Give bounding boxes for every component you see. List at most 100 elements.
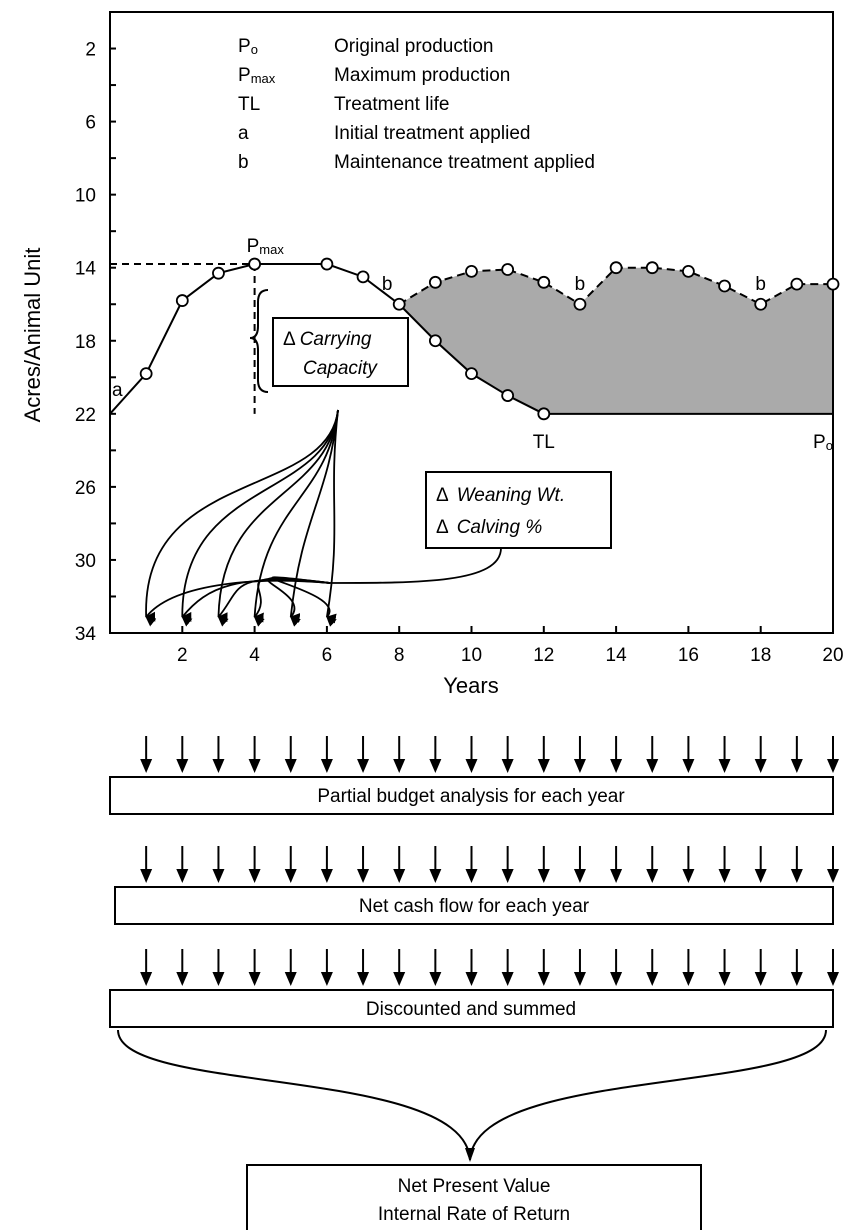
maintenance-point — [501, 263, 515, 276]
year-arrowhead — [827, 972, 839, 986]
year-arrowhead — [537, 972, 550, 986]
year-arrowhead — [393, 759, 406, 773]
initial-point — [428, 334, 442, 348]
year-arrowhead — [248, 972, 261, 986]
year-arrowhead — [754, 972, 767, 986]
maintenance-point — [826, 277, 840, 291]
fan-arrow-from-axis — [325, 409, 339, 624]
x-tick-label: 10 — [461, 645, 482, 666]
initial-point — [501, 389, 515, 402]
initial-point — [139, 367, 153, 381]
year-arrowhead — [646, 869, 659, 883]
year-arrowhead — [176, 759, 189, 773]
legend-entry: Po Original production — [238, 36, 493, 57]
year-arrowhead — [682, 759, 695, 773]
year-arrowhead — [393, 972, 406, 986]
fan-arrows — [145, 409, 502, 627]
initial-point — [537, 407, 551, 421]
flow-box — [114, 886, 834, 925]
x-tick-label: 6 — [322, 645, 333, 666]
y-tick-label: 14 — [75, 259, 97, 280]
maintenance-point — [573, 297, 587, 311]
legend-entry: a Initial treatment applied — [238, 123, 530, 144]
year-arrowhead — [827, 759, 839, 773]
year-arrowhead — [718, 869, 731, 883]
flow-diagram: Partial budget analysis for each year Ne… — [109, 736, 839, 1230]
year-arrowhead — [176, 972, 189, 986]
y-axis-title: Acres/Animal Unit — [20, 248, 45, 423]
maintenance-point — [790, 277, 804, 291]
flow-box-label: Partial budget analysis for each year — [317, 786, 625, 807]
legend-text: Maintenance treatment applied — [334, 152, 595, 173]
pmax-label: Pmax — [247, 236, 285, 257]
marker-layer — [139, 257, 840, 421]
legend-entry: Pmax Maximum production — [238, 65, 510, 86]
year-arrowhead — [790, 869, 803, 883]
year-arrowhead — [718, 759, 731, 773]
initial-point — [392, 297, 406, 311]
year-arrowhead — [357, 759, 370, 773]
legend-symbol: a — [238, 123, 249, 144]
year-arrowhead — [429, 759, 442, 773]
year-arrowhead — [357, 869, 370, 883]
x-tick-label: 16 — [678, 645, 699, 666]
weaning-callout: Δ Weaning Wt. Δ Calving % — [425, 471, 612, 549]
year-arrowhead — [573, 759, 586, 773]
maintenance-point — [645, 261, 659, 275]
fan-arrow-from-axis — [253, 409, 339, 623]
y-tick-label: 34 — [75, 624, 97, 645]
initial-point — [212, 266, 225, 280]
year-arrowhead — [682, 869, 695, 883]
legend-symbol: Po — [238, 36, 258, 57]
original-production-label: Po — [813, 432, 833, 453]
initial-point — [356, 270, 370, 284]
flow-row: Net cash flow for each year — [114, 846, 839, 925]
calving-label: Δ Calving % — [436, 517, 542, 538]
y-tick-label: 30 — [75, 551, 96, 572]
year-arrowhead — [501, 869, 514, 883]
maintenance-point — [465, 264, 478, 278]
year-arrowhead — [320, 759, 333, 773]
y-tick-label: 18 — [75, 332, 96, 353]
fan-arrow-from-weaning — [271, 576, 337, 627]
fan-arrow-from-weaning — [267, 577, 331, 627]
initial-point — [175, 294, 189, 307]
legend-entry: TL Treatment life — [238, 94, 449, 115]
legend-text: Treatment life — [334, 94, 449, 115]
x-tick-label: 18 — [750, 645, 771, 666]
year-arrowhead — [465, 869, 478, 883]
fan-arrow-from-axis — [145, 409, 339, 622]
year-arrowhead — [646, 972, 659, 986]
year-arrowhead — [320, 869, 333, 883]
maintenance-label: b — [575, 274, 586, 295]
x-tick-label: 20 — [822, 645, 843, 666]
maintenance-label: b — [382, 274, 393, 295]
flow-box — [109, 776, 834, 815]
legend-text: Maximum production — [334, 65, 510, 86]
point-annotations: a Pmax b b b TL Po — [112, 236, 833, 453]
x-tick-label: 8 — [394, 645, 405, 666]
y-tick-label: 2 — [85, 40, 96, 61]
x-tick-label: 12 — [533, 645, 554, 666]
x-tick-label: 14 — [606, 645, 628, 666]
year-arrowhead — [501, 759, 514, 773]
year-arrowhead — [212, 759, 225, 773]
weaning-box — [425, 471, 612, 549]
carrying-capacity-callout: Δ Carrying Capacity — [249, 289, 409, 393]
year-arrowhead — [320, 972, 333, 986]
year-arrowhead — [754, 759, 767, 773]
npv-label: Net Present Value — [398, 1176, 551, 1197]
year-arrowhead — [573, 869, 586, 883]
year-arrowhead — [646, 759, 659, 773]
fan-arrow-from-weaning — [145, 579, 331, 627]
year-arrowhead — [248, 759, 261, 773]
x-tick-label: 4 — [249, 645, 260, 666]
legend-symbol: b — [238, 152, 249, 173]
flow-box-label: Discounted and summed — [366, 999, 576, 1020]
year-arrowhead — [790, 972, 803, 986]
legend-text: Initial treatment applied — [334, 123, 530, 144]
year-arrowhead — [248, 869, 261, 883]
legend: Po Original production Pmax Maximum prod… — [238, 36, 595, 173]
result-box — [246, 1164, 702, 1230]
